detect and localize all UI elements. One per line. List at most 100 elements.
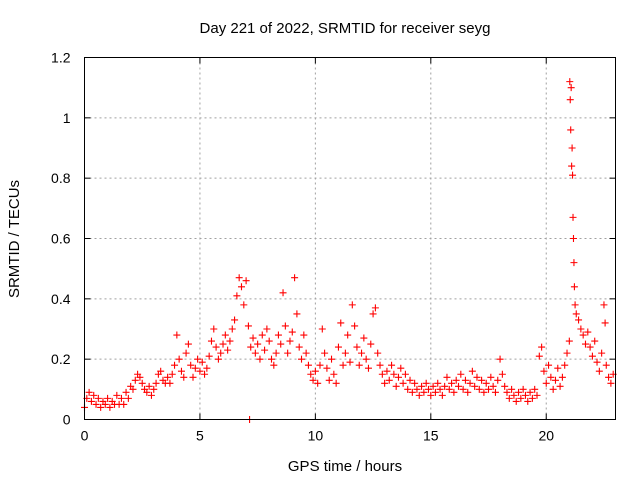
- data-point: [166, 379, 174, 387]
- data-point: [572, 310, 580, 318]
- data-point: [464, 388, 472, 396]
- data-point: [337, 319, 345, 327]
- data-point: [575, 316, 583, 324]
- data-point: [567, 126, 575, 134]
- data-point: [565, 337, 573, 345]
- data-point: [584, 328, 592, 336]
- data-point: [461, 376, 469, 384]
- data-point: [201, 370, 209, 378]
- data-point: [547, 373, 555, 381]
- data-point: [607, 379, 615, 387]
- data-point: [254, 340, 262, 348]
- y-axis-label: SRMTID / TECUs: [6, 180, 23, 298]
- data-point: [228, 325, 236, 333]
- data-point: [515, 388, 523, 396]
- data-point: [374, 349, 382, 357]
- data-point: [487, 373, 495, 381]
- data-point: [129, 385, 137, 393]
- data-point: [157, 367, 165, 375]
- data-point: [355, 361, 363, 369]
- data-point: [498, 370, 506, 378]
- data-point: [450, 388, 458, 396]
- data-point: [563, 349, 571, 357]
- data-point: [413, 385, 421, 393]
- data-point: [569, 171, 577, 179]
- data-point: [531, 385, 539, 393]
- data-point: [288, 328, 296, 336]
- data-point: [551, 376, 559, 384]
- data-point: [90, 391, 98, 399]
- data-point: [251, 349, 259, 357]
- data-point: [475, 385, 483, 393]
- data-point: [485, 385, 493, 393]
- y-tick-label: 0.8: [51, 170, 71, 186]
- data-point: [538, 343, 546, 351]
- x-tick-label: 5: [196, 428, 204, 444]
- data-point: [94, 394, 102, 402]
- data-point: [101, 400, 109, 408]
- data-point: [131, 376, 139, 384]
- data-point: [191, 364, 199, 372]
- data-point: [362, 355, 370, 363]
- data-point: [600, 301, 608, 309]
- data-point: [598, 349, 606, 357]
- data-point: [277, 340, 285, 348]
- data-point: [510, 391, 518, 399]
- data-point: [104, 394, 112, 402]
- data-point: [217, 349, 225, 357]
- data-point: [293, 310, 301, 318]
- x-tick-label: 0: [81, 428, 89, 444]
- data-point: [147, 391, 155, 399]
- data-point: [339, 361, 347, 369]
- data-point: [577, 325, 585, 333]
- data-point: [97, 403, 105, 411]
- data-point: [367, 340, 375, 348]
- data-point: [601, 319, 609, 327]
- data-point: [521, 391, 529, 399]
- data-point: [566, 78, 574, 86]
- y-tick-label: 0.4: [51, 291, 71, 307]
- data-point: [175, 355, 183, 363]
- data-point: [427, 391, 435, 399]
- data-point: [424, 385, 432, 393]
- data-point: [471, 382, 479, 390]
- data-point: [528, 394, 536, 402]
- data-point: [247, 343, 255, 351]
- data-point: [344, 331, 352, 339]
- data-point: [441, 382, 449, 390]
- data-point: [309, 376, 317, 384]
- x-tick-label: 20: [538, 428, 554, 444]
- data-point: [196, 367, 204, 375]
- chart-title: Day 221 of 2022, SRMTID for receiver sey…: [200, 20, 491, 37]
- data-point: [224, 346, 232, 354]
- data-point: [261, 346, 269, 354]
- data-point: [491, 388, 499, 396]
- data-point: [369, 310, 377, 318]
- data-point: [591, 337, 599, 345]
- data-point: [334, 343, 342, 351]
- data-point: [265, 337, 273, 345]
- data-point: [602, 361, 610, 369]
- data-point: [388, 361, 396, 369]
- data-point: [194, 355, 202, 363]
- data-point: [214, 355, 222, 363]
- y-tick-label: 0: [63, 412, 71, 428]
- data-point: [457, 370, 465, 378]
- data-point: [249, 334, 257, 342]
- data-point: [187, 361, 195, 369]
- data-point: [205, 352, 213, 360]
- data-point: [311, 367, 319, 375]
- data-point: [397, 364, 405, 372]
- data-point: [210, 325, 218, 333]
- data-point: [535, 352, 543, 360]
- data-point: [171, 361, 179, 369]
- data-point: [556, 382, 564, 390]
- data-point: [307, 370, 315, 378]
- data-point: [455, 382, 463, 390]
- data-point: [422, 379, 430, 387]
- data-point: [117, 394, 125, 402]
- data-point: [184, 340, 192, 348]
- data-point: [122, 388, 130, 396]
- data-point: [381, 379, 389, 387]
- data-point: [314, 379, 322, 387]
